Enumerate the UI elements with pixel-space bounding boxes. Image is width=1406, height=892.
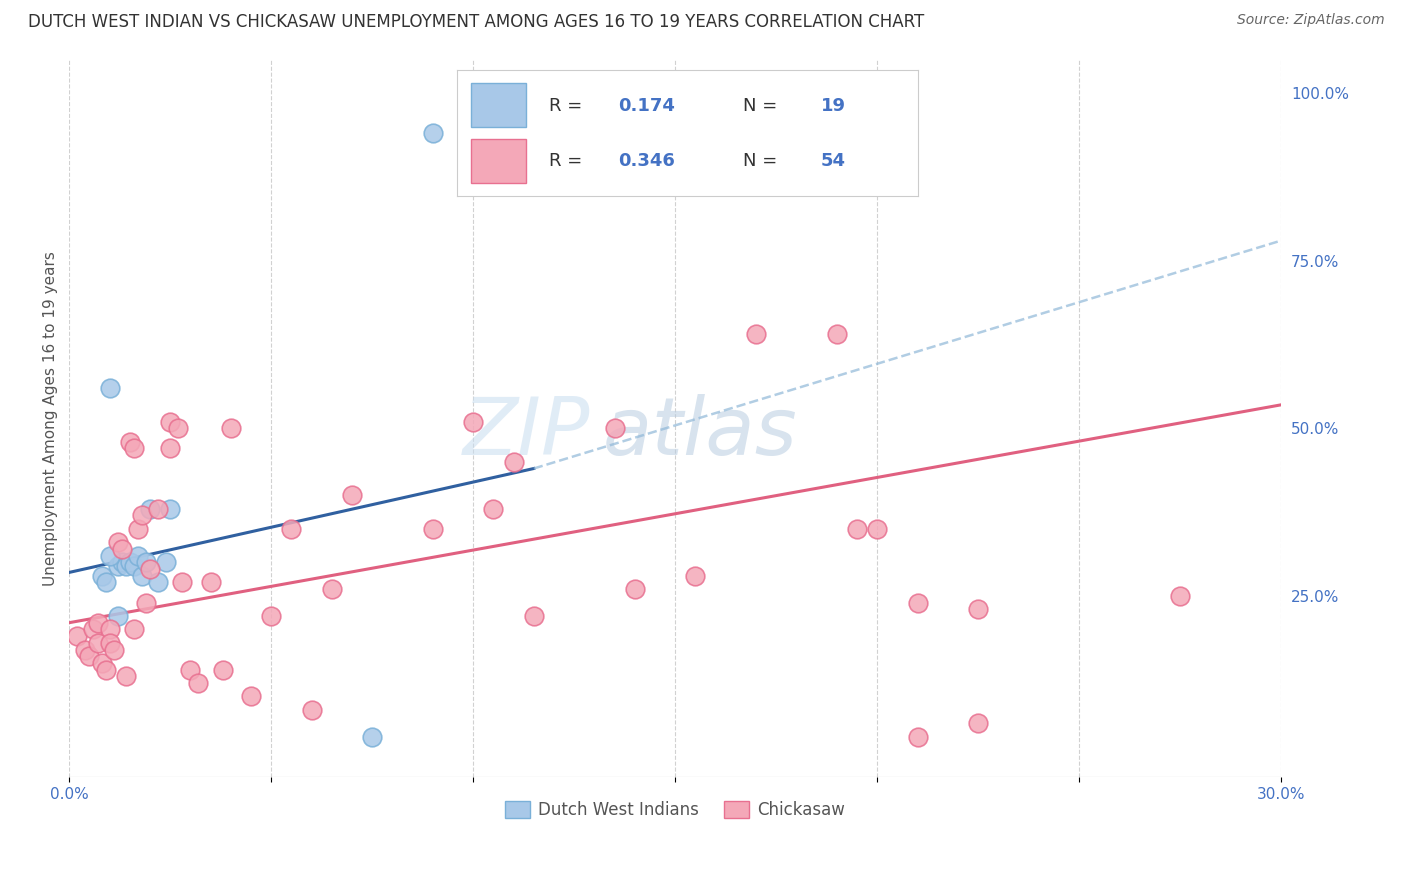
Point	[94, 575, 117, 590]
Point	[118, 555, 141, 569]
Point	[340, 488, 363, 502]
Point	[211, 663, 233, 677]
Point	[135, 555, 157, 569]
Point	[107, 609, 129, 624]
Point	[111, 555, 134, 569]
Point	[98, 623, 121, 637]
Point	[845, 522, 868, 536]
Point	[1168, 589, 1191, 603]
Point	[825, 327, 848, 342]
Point	[135, 596, 157, 610]
Text: ZIP: ZIP	[463, 393, 591, 472]
Point	[240, 690, 263, 704]
Point	[159, 501, 181, 516]
Point	[139, 501, 162, 516]
Point	[111, 541, 134, 556]
Point	[122, 558, 145, 573]
Point	[685, 568, 707, 582]
Point	[79, 649, 101, 664]
Point	[98, 549, 121, 563]
Point	[131, 508, 153, 523]
Point	[75, 642, 97, 657]
Point	[94, 663, 117, 677]
Point	[107, 558, 129, 573]
Point	[422, 522, 444, 536]
Point	[114, 558, 136, 573]
Point	[146, 501, 169, 516]
Point	[260, 609, 283, 624]
Point	[361, 730, 384, 744]
Point	[967, 602, 990, 616]
Point	[907, 730, 929, 744]
Point	[603, 421, 626, 435]
Point	[86, 636, 108, 650]
Point	[118, 434, 141, 449]
Point	[66, 629, 89, 643]
Point	[967, 716, 990, 731]
Legend: Dutch West Indians, Chickasaw: Dutch West Indians, Chickasaw	[498, 795, 852, 826]
Point	[107, 535, 129, 549]
Point	[482, 501, 505, 516]
Point	[155, 555, 177, 569]
Point	[321, 582, 343, 597]
Point	[98, 636, 121, 650]
Point	[139, 562, 162, 576]
Point	[745, 327, 768, 342]
Point	[127, 549, 149, 563]
Point	[280, 522, 302, 536]
Point	[623, 582, 645, 597]
Point	[200, 575, 222, 590]
Point	[122, 623, 145, 637]
Point	[422, 126, 444, 140]
Point	[219, 421, 242, 435]
Point	[90, 568, 112, 582]
Point	[86, 615, 108, 630]
Text: atlas: atlas	[602, 393, 797, 472]
Point	[98, 381, 121, 395]
Point	[463, 415, 485, 429]
Point	[159, 415, 181, 429]
Point	[146, 575, 169, 590]
Point	[502, 455, 524, 469]
Y-axis label: Unemployment Among Ages 16 to 19 years: Unemployment Among Ages 16 to 19 years	[44, 251, 58, 586]
Point	[90, 656, 112, 670]
Point	[179, 663, 201, 677]
Point	[159, 442, 181, 456]
Point	[301, 703, 323, 717]
Point	[172, 575, 194, 590]
Point	[907, 596, 929, 610]
Point	[114, 669, 136, 683]
Point	[103, 642, 125, 657]
Text: Source: ZipAtlas.com: Source: ZipAtlas.com	[1237, 13, 1385, 28]
Point	[523, 609, 546, 624]
Point	[131, 568, 153, 582]
Point	[122, 442, 145, 456]
Point	[866, 522, 889, 536]
Text: DUTCH WEST INDIAN VS CHICKASAW UNEMPLOYMENT AMONG AGES 16 TO 19 YEARS CORRELATIO: DUTCH WEST INDIAN VS CHICKASAW UNEMPLOYM…	[28, 13, 924, 31]
Point	[82, 623, 104, 637]
Point	[167, 421, 190, 435]
Point	[127, 522, 149, 536]
Point	[187, 676, 209, 690]
